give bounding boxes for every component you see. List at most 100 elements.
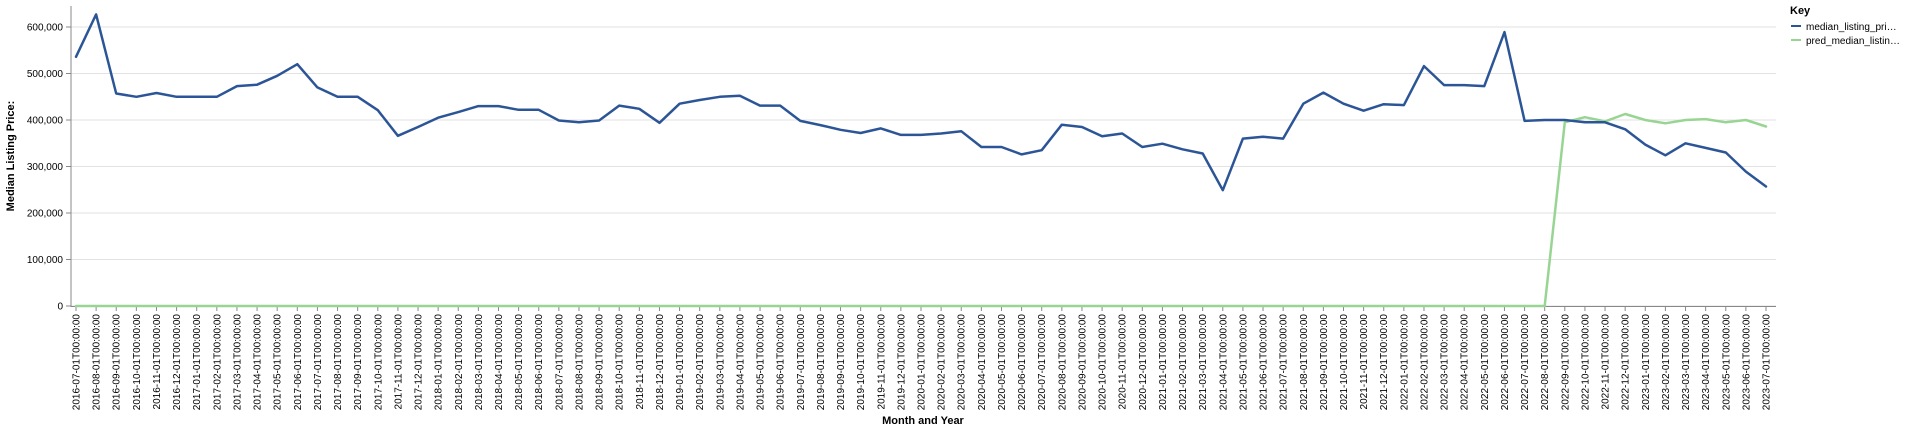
x-tick-label: 2022-08-01T00:00:00: [1540, 314, 1551, 411]
x-tick-label: 2020-04-01T00:00:00: [977, 314, 988, 411]
x-tick-label: 2017-11-01T00:00:00: [393, 314, 404, 410]
x-tick-label: 2022-11-01T00:00:00: [1601, 314, 1612, 410]
x-tick-label: 2017-07-01T00:00:00: [313, 314, 324, 411]
legend-label-median: median_listing_pri…: [1806, 22, 1897, 33]
x-tick-label: 2022-10-01T00:00:00: [1580, 314, 1591, 411]
x-tick-label: 2020-10-01T00:00:00: [1098, 314, 1109, 411]
x-tick-label: 2016-09-01T00:00:00: [112, 314, 123, 411]
plot-frame: [70, 6, 1776, 307]
x-tick-label: 2021-04-01T00:00:00: [1218, 314, 1229, 411]
x-tick-label: 2017-02-01T00:00:00: [212, 314, 223, 411]
x-tick-label: 2020-02-01T00:00:00: [937, 314, 948, 411]
x-tick-label: 2019-10-01T00:00:00: [856, 314, 867, 411]
x-tick-label: 2018-02-01T00:00:00: [454, 314, 465, 411]
x-tick-label: 2022-01-01T00:00:00: [1399, 314, 1410, 411]
x-tick-label: 2017-04-01T00:00:00: [253, 314, 264, 411]
x-tick-label: 2019-12-01T00:00:00: [896, 314, 907, 411]
x-tick-label: 2022-03-01T00:00:00: [1440, 314, 1451, 411]
x-tick-label: 2017-10-01T00:00:00: [373, 314, 384, 411]
y-tick-label: 400,000: [27, 116, 64, 127]
series-line-pred: [74, 112, 1768, 308]
y-axis-ticks: 0 100,000 200,000 300,000 400,000 500,000 600,…: [27, 23, 71, 313]
legend-entry-median: median_listing_pri…: [1791, 22, 1897, 33]
x-tick-label: 2017-06-01T00:00:00: [293, 314, 304, 411]
x-tick-label: 2023-07-01T00:00:00: [1762, 314, 1773, 411]
x-tick-label: 2023-02-01T00:00:00: [1661, 314, 1672, 411]
x-tick-label: 2023-01-01T00:00:00: [1641, 314, 1652, 411]
x-tick-label: 2019-01-01T00:00:00: [675, 314, 686, 411]
y-axis-title: Median Listing Price:: [5, 101, 17, 212]
x-tick-label: 2021-03-01T00:00:00: [1198, 314, 1209, 411]
x-tick-label: 2021-05-01T00:00:00: [1238, 314, 1249, 411]
x-tick-label: 2020-06-01T00:00:00: [1017, 314, 1028, 411]
y-tick-label: 100,000: [27, 255, 64, 266]
x-tick-label: 2018-11-01T00:00:00: [635, 314, 646, 410]
x-tick-label: 2019-04-01T00:00:00: [735, 314, 746, 411]
y-tick-label: 600,000: [27, 23, 64, 34]
x-tick-label: 2023-04-01T00:00:00: [1701, 314, 1712, 411]
x-tick-label: 2016-12-01T00:00:00: [172, 314, 183, 411]
x-tick-label: 2018-05-01T00:00:00: [514, 314, 525, 411]
x-tick-label: 2021-08-01T00:00:00: [1299, 314, 1310, 411]
legend: Key median_listing_pri… pred_median_list…: [1790, 5, 1900, 47]
x-tick-label: 2020-12-01T00:00:00: [1138, 314, 1149, 411]
x-tick-label: 2022-06-01T00:00:00: [1500, 314, 1511, 411]
y-tick-label: 0: [57, 302, 63, 313]
x-tick-label: 2018-12-01T00:00:00: [655, 314, 666, 411]
x-tick-label: 2020-03-01T00:00:00: [957, 314, 968, 411]
x-tick-label: 2023-06-01T00:00:00: [1741, 314, 1752, 411]
x-tick-label: 2020-09-01T00:00:00: [1077, 314, 1088, 411]
x-tick-label: 2017-09-01T00:00:00: [353, 314, 364, 411]
legend-entry-pred: pred_median_listin…: [1791, 36, 1900, 47]
x-tick-label: 2019-03-01T00:00:00: [715, 314, 726, 411]
x-tick-label: 2019-07-01T00:00:00: [796, 314, 807, 411]
x-tick-label: 2018-01-01T00:00:00: [434, 314, 445, 411]
legend-title: Key: [1790, 5, 1811, 17]
x-tick-label: 2018-09-01T00:00:00: [595, 314, 606, 411]
x-tick-label: 2021-02-01T00:00:00: [1178, 314, 1189, 411]
x-tick-label: 2022-05-01T00:00:00: [1480, 314, 1491, 411]
x-tick-label: 2017-08-01T00:00:00: [333, 314, 344, 411]
x-tick-label: 2016-08-01T00:00:00: [92, 314, 103, 411]
x-tick-label: 2022-02-01T00:00:00: [1419, 314, 1430, 411]
x-tick-label: 2021-01-01T00:00:00: [1158, 314, 1169, 411]
x-tick-label: 2018-07-01T00:00:00: [554, 314, 565, 411]
legend-label-pred: pred_median_listin…: [1806, 36, 1900, 47]
x-tick-label: 2017-05-01T00:00:00: [273, 314, 284, 411]
y-tick-label: 200,000: [27, 209, 64, 220]
x-tick-label: 2018-04-01T00:00:00: [494, 314, 505, 411]
x-tick-label: 2021-12-01T00:00:00: [1379, 314, 1390, 411]
x-tick-label: 2017-03-01T00:00:00: [232, 314, 243, 411]
x-tick-label: 2020-08-01T00:00:00: [1057, 314, 1068, 411]
x-axis-ticks: 2016-07-01T00:00:00 2016-08-01T00:00:00 20…: [72, 306, 1773, 410]
x-tick-label: 2016-07-01T00:00:00: [72, 314, 83, 411]
series-line-median: [74, 13, 1768, 192]
x-tick-label: 2019-09-01T00:00:00: [836, 314, 847, 411]
x-tick-label: 2019-02-01T00:00:00: [695, 314, 706, 411]
x-tick-label: 2023-05-01T00:00:00: [1721, 314, 1732, 411]
x-tick-label: 2018-06-01T00:00:00: [534, 314, 545, 411]
x-tick-label: 2016-11-01T00:00:00: [152, 314, 163, 410]
x-tick-label: 2020-07-01T00:00:00: [1037, 314, 1048, 411]
y-tick-label: 500,000: [27, 69, 64, 80]
x-tick-label: 2019-11-01T00:00:00: [876, 314, 887, 410]
x-tick-label: 2022-04-01T00:00:00: [1460, 314, 1471, 411]
grid-lines: [71, 26, 1776, 307]
x-tick-label: 2021-10-01T00:00:00: [1339, 314, 1350, 411]
x-tick-label: 2018-08-01T00:00:00: [574, 314, 585, 411]
x-tick-label: 2017-12-01T00:00:00: [414, 314, 425, 411]
x-tick-label: 2022-09-01T00:00:00: [1560, 314, 1571, 411]
x-tick-label: 2018-03-01T00:00:00: [474, 314, 485, 411]
y-tick-label: 300,000: [27, 162, 64, 173]
x-tick-label: 2018-10-01T00:00:00: [615, 314, 626, 411]
x-tick-label: 2022-12-01T00:00:00: [1621, 314, 1632, 411]
x-tick-label: 2021-06-01T00:00:00: [1259, 314, 1270, 411]
x-tick-label: 2023-03-01T00:00:00: [1681, 314, 1692, 411]
x-tick-label: 2020-11-01T00:00:00: [1118, 314, 1129, 410]
x-tick-label: 2021-09-01T00:00:00: [1319, 314, 1330, 411]
x-axis-title: Month and Year: [882, 415, 964, 427]
x-tick-label: 2020-01-01T00:00:00: [917, 314, 928, 411]
x-tick-label: 2021-07-01T00:00:00: [1279, 314, 1290, 411]
x-tick-label: 2020-05-01T00:00:00: [997, 314, 1008, 411]
